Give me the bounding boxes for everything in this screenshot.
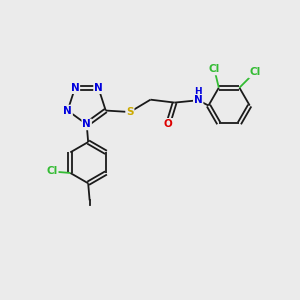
Text: N: N <box>82 119 91 129</box>
Text: H: H <box>194 87 202 96</box>
Text: Cl: Cl <box>209 64 220 74</box>
Text: S: S <box>126 107 134 117</box>
Text: N: N <box>70 83 79 93</box>
Text: N: N <box>194 95 203 105</box>
Text: N: N <box>63 106 72 116</box>
Text: Cl: Cl <box>46 167 58 176</box>
Text: N: N <box>94 83 103 93</box>
Text: O: O <box>164 119 172 129</box>
Text: Cl: Cl <box>249 68 260 77</box>
